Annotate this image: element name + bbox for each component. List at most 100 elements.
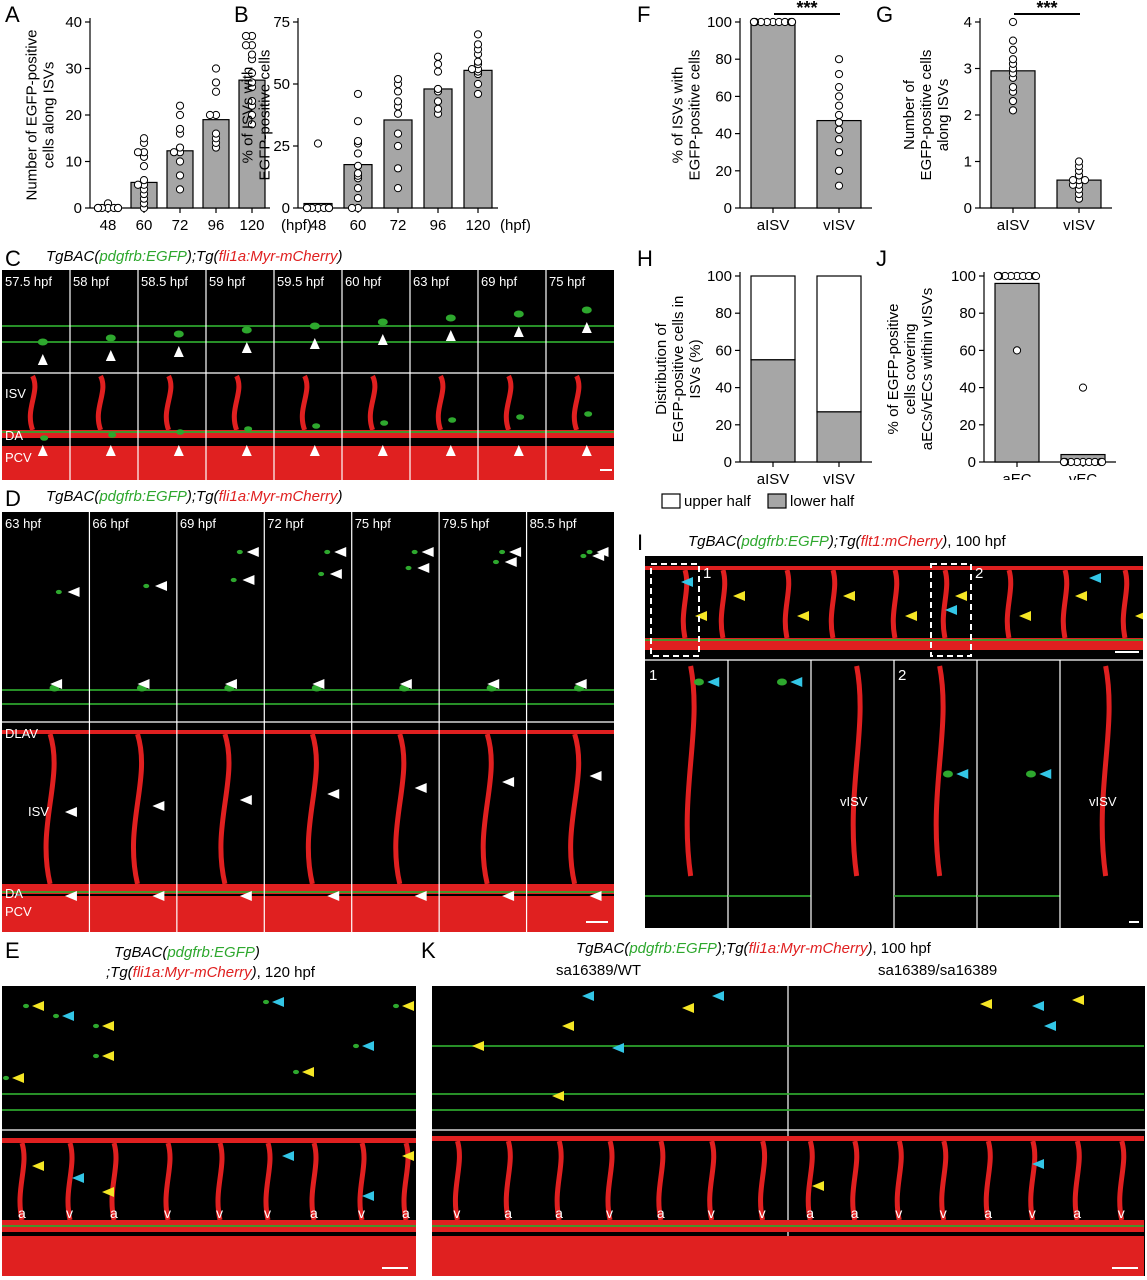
y-axis-label: Distribution of EGFP-positive cells in ISV… bbox=[653, 296, 704, 443]
y-tick-label: 20 bbox=[959, 417, 976, 434]
x-tick-label: 120 bbox=[465, 217, 490, 234]
arrowhead-cyan bbox=[362, 1041, 374, 1051]
legend-swatch-lower bbox=[767, 493, 787, 509]
timepoint-label: 79.5 hpf bbox=[442, 516, 489, 531]
data-point bbox=[324, 203, 334, 213]
y-tick-label: 60 bbox=[715, 342, 732, 359]
caption-i: TgBAC(pdgfrb:EGFP);Tg(flt1:mCherry), 100… bbox=[688, 533, 1006, 550]
isv-vessel bbox=[828, 569, 838, 639]
dlav-vessel bbox=[526, 730, 614, 734]
arrowhead-yellow bbox=[682, 1003, 694, 1013]
data-point bbox=[433, 84, 443, 94]
arrowhead-white bbox=[581, 445, 592, 456]
panel-label-d: D bbox=[5, 486, 21, 511]
egfp-cell bbox=[143, 583, 150, 589]
arrowhead-white bbox=[399, 679, 412, 689]
isv-vessel-inset bbox=[684, 665, 697, 877]
data-point bbox=[247, 110, 257, 120]
isv-vessel bbox=[17, 1142, 27, 1221]
data-point bbox=[1008, 36, 1018, 45]
egfp-cell bbox=[230, 577, 237, 583]
y-axis-label-line: Distribution of bbox=[653, 322, 670, 415]
arrowhead-white bbox=[414, 783, 427, 793]
data-point bbox=[1008, 55, 1018, 64]
arrowhead-yellow bbox=[812, 1181, 824, 1191]
av-label: v bbox=[264, 1205, 271, 1221]
egfp-cell bbox=[353, 1043, 359, 1049]
posterior-cardinal-vein bbox=[2, 896, 90, 932]
data-point bbox=[393, 74, 403, 84]
dorsal-aorta bbox=[410, 430, 478, 438]
isv-vessel bbox=[452, 1140, 462, 1221]
arrowhead-yellow bbox=[472, 1041, 484, 1051]
data-point bbox=[393, 141, 403, 151]
egfp-cell-merge bbox=[380, 420, 389, 426]
panel-label-g: G bbox=[876, 2, 894, 27]
isv-vessel bbox=[215, 1142, 225, 1221]
av-label: v bbox=[358, 1205, 365, 1221]
arrowhead-cyan bbox=[1039, 769, 1052, 779]
posterior-cardinal-vein bbox=[89, 896, 177, 932]
arrowhead-yellow bbox=[955, 591, 967, 601]
data-point bbox=[834, 110, 844, 120]
data-point bbox=[139, 176, 149, 185]
arrowhead-cyan bbox=[707, 677, 720, 687]
arrowhead-white bbox=[37, 445, 48, 456]
arrowhead-yellow bbox=[402, 1151, 414, 1161]
arrowhead-white bbox=[64, 891, 77, 901]
y-tick-label: 100 bbox=[951, 268, 976, 285]
egfp-cell-merge bbox=[448, 417, 457, 423]
y-tick-label: 60 bbox=[715, 88, 732, 105]
arrowhead-cyan bbox=[62, 1011, 74, 1021]
posterior-cardinal-vein bbox=[264, 896, 352, 932]
av-label: v bbox=[759, 1205, 766, 1221]
data-point bbox=[834, 135, 844, 144]
data-point bbox=[133, 180, 143, 189]
arrowhead-white bbox=[445, 445, 456, 456]
inset-2-label: 2 bbox=[898, 667, 906, 684]
legend-swatch-upper bbox=[661, 493, 681, 509]
x-tick-label: 120 bbox=[239, 217, 264, 234]
data-point bbox=[169, 148, 179, 157]
arrowhead-white bbox=[596, 547, 609, 557]
timepoint-label: 60 hpf bbox=[345, 274, 382, 289]
y-axis-label: % of EGFP-positive cells covering aECs/vEC… bbox=[885, 288, 936, 451]
egfp-cell-merge bbox=[176, 429, 185, 435]
egfp-cell bbox=[393, 1003, 399, 1009]
arrowhead-cyan bbox=[1044, 1021, 1056, 1031]
data-point bbox=[139, 134, 149, 143]
egfp-cell bbox=[241, 326, 252, 334]
isv-vessel bbox=[109, 1142, 119, 1221]
y-axis-label: % of ISVs with EGFP-positive cells bbox=[240, 50, 274, 181]
egfp-cell bbox=[445, 314, 456, 322]
posterior-cardinal-vein bbox=[2, 446, 70, 480]
bar-segment bbox=[750, 359, 796, 463]
y-tick-label: 1 bbox=[964, 154, 972, 171]
arrowhead-white bbox=[105, 350, 116, 361]
posterior-cardinal-vein bbox=[176, 896, 265, 932]
dorsal-aorta bbox=[176, 884, 265, 894]
dorsal-aorta bbox=[274, 430, 342, 438]
av-label: a bbox=[18, 1205, 26, 1221]
dorsal-aorta bbox=[2, 430, 70, 438]
y-tick-label: 4 bbox=[964, 14, 972, 31]
av-label: v bbox=[66, 1205, 73, 1221]
isv-vessel bbox=[571, 374, 582, 431]
isv-vessel bbox=[367, 374, 378, 431]
data-point bbox=[353, 169, 363, 178]
dlav-vessel bbox=[645, 566, 1143, 570]
data-point bbox=[433, 52, 443, 61]
data-point bbox=[834, 101, 844, 110]
arrowhead-white bbox=[329, 569, 342, 579]
arrowhead-yellow bbox=[1019, 611, 1031, 621]
panel-label-i: I bbox=[637, 530, 644, 555]
dorsal-aorta bbox=[89, 884, 177, 894]
isv-vessel-inset bbox=[850, 665, 863, 877]
bar-segment bbox=[816, 275, 862, 413]
posterior-cardinal-vein bbox=[342, 446, 410, 480]
bar-segment bbox=[816, 411, 862, 463]
egfp-cell bbox=[309, 322, 320, 330]
y-axis-label-line: aECs/vECs within vISVs bbox=[919, 288, 936, 451]
arrowhead-white bbox=[445, 330, 456, 341]
